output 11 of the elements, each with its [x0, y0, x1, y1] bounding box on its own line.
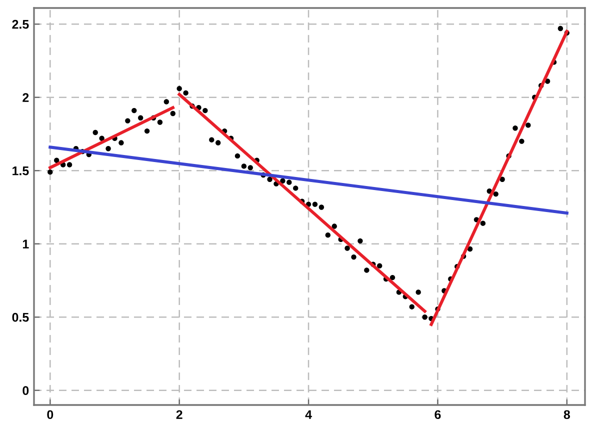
y-tick-label: 2.5	[12, 20, 29, 29]
x-tick-label: 2	[176, 410, 182, 419]
y-tick-label: 2	[22, 93, 29, 102]
x-tick-label: 6	[434, 410, 441, 420]
x-tick-label: 8	[564, 410, 570, 420]
y-tick-label: 1	[22, 240, 29, 248]
y-tick-label: 1.5	[12, 166, 29, 176]
y-tick-label: 0.5	[12, 312, 29, 322]
x-tick-label: 0	[47, 410, 54, 420]
x-tick-label: 4	[305, 410, 312, 419]
y-tick-label: 0	[22, 386, 29, 396]
